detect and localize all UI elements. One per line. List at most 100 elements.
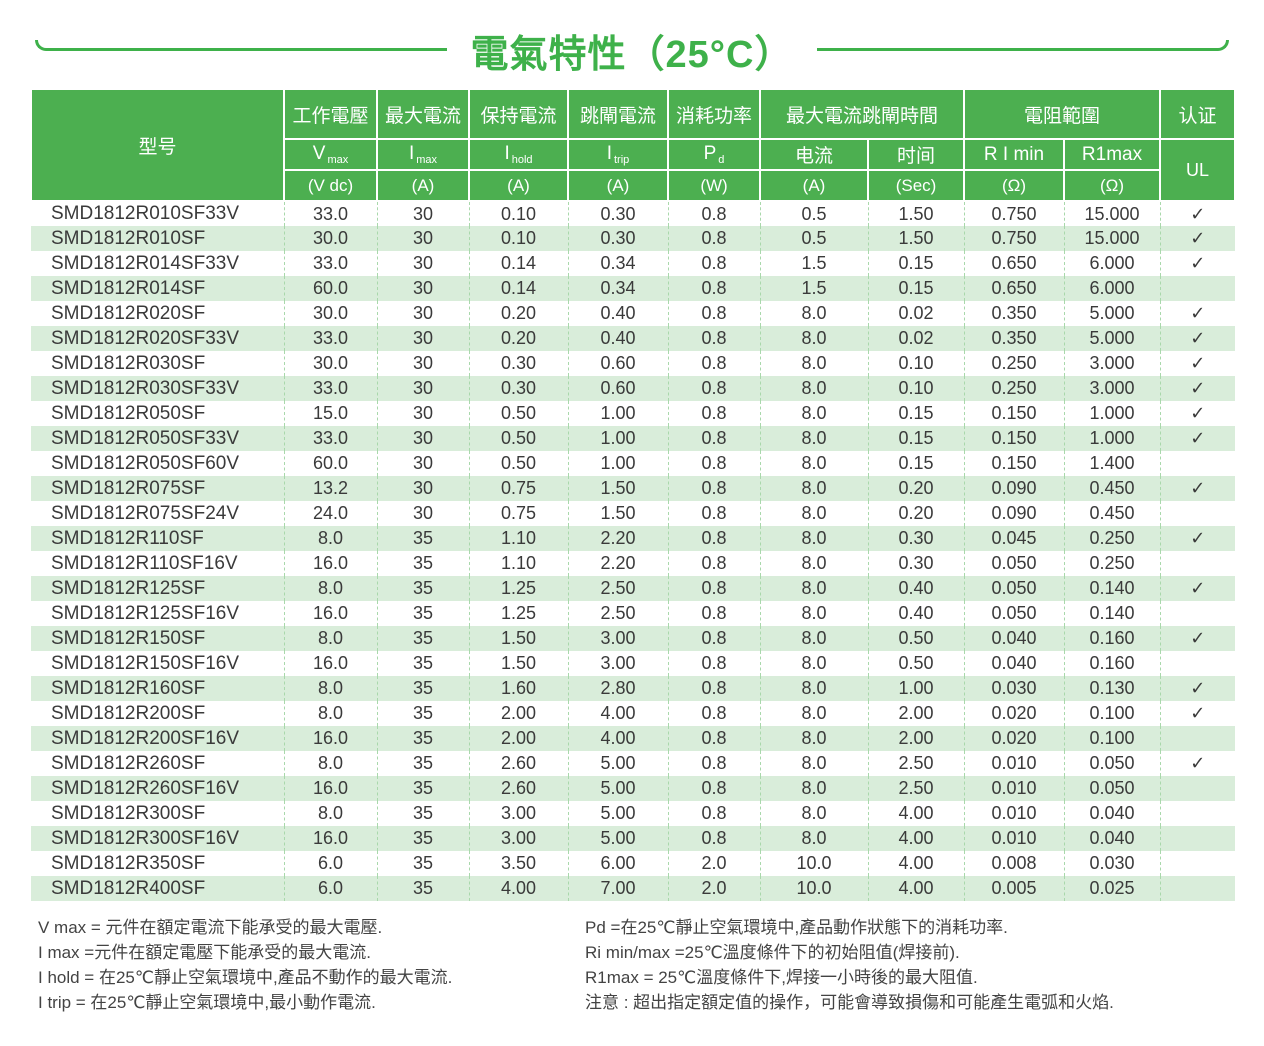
value-cell: 0.650 (963, 276, 1065, 301)
value-cell: 6.000 (1063, 276, 1161, 301)
value-cell: 8.0 (759, 376, 868, 401)
value-cell: 8.0 (283, 526, 377, 551)
value-cell: 1.00 (867, 676, 965, 701)
value-cell: 30 (376, 251, 469, 276)
value-cell: 35 (376, 601, 469, 626)
value-cell: 0.8 (667, 426, 760, 451)
table-row: SMD1812R075SF 13.2 30 0.75 1.50 0.8 8.0 0.20 0.0… (31, 476, 1236, 501)
value-cell: 60.0 (283, 451, 377, 476)
table-row: SMD1812R050SF 15.0 30 0.50 1.00 0.8 8.0 0.15 0.1… (31, 401, 1236, 426)
value-cell: 1.25 (468, 601, 568, 626)
col-group-trip-current: 跳閘電流 (567, 88, 669, 140)
value-cell: 2.0 (667, 876, 760, 901)
ul-certified-cell: ✓ (1159, 526, 1236, 551)
col-group-max-current-trip-time: 最大電流跳閘時間 (758, 88, 966, 140)
value-cell: 0.40 (567, 326, 668, 351)
value-cell: 0.8 (667, 576, 760, 601)
symbol-text: I (408, 142, 415, 164)
value-cell: 0.30 (468, 376, 568, 401)
value-cell: 0.050 (1063, 751, 1161, 776)
value-cell: 1.50 (468, 651, 568, 676)
value-cell: 8.0 (283, 626, 377, 651)
value-cell: 1.50 (567, 476, 668, 501)
value-cell: 0.160 (1063, 626, 1161, 651)
value-cell: 0.8 (667, 451, 760, 476)
value-cell: 8.0 (283, 676, 377, 701)
value-cell: 2.00 (468, 701, 568, 726)
note-line: I hold = 在25℃靜止空氣環境中,產品不動作的最大電流. (38, 968, 453, 987)
value-cell: 0.8 (667, 651, 760, 676)
table-row: SMD1812R050SF60V 60.0 30 0.50 1.00 0.8 8.0 0.15… (31, 451, 1236, 476)
value-cell: 35 (376, 776, 469, 801)
model-cell: SMD1812R020SF33V (51, 327, 239, 349)
value-cell: 1.400 (1063, 451, 1161, 476)
value-cell: 0.40 (567, 301, 668, 326)
col-group-max-current: 最大電流 (376, 88, 470, 140)
ul-certified-cell: ✓ (1159, 476, 1236, 501)
note-line: Ri min/max =25℃溫度條件下的初始阻值(焊接前). (585, 943, 960, 962)
ul-certified-cell: ✓ (1159, 626, 1236, 651)
value-cell: 30 (376, 301, 469, 326)
col-unit-ihold: (A) (468, 169, 569, 202)
value-cell: 35 (376, 826, 469, 851)
value-cell: 0.8 (667, 476, 760, 501)
value-cell: 0.140 (1063, 601, 1161, 626)
value-cell: 0.008 (963, 851, 1065, 876)
value-cell: 0.750 (963, 226, 1065, 251)
value-cell: 0.450 (1063, 476, 1161, 501)
value-cell: 8.0 (759, 476, 868, 501)
value-cell: 35 (376, 626, 469, 651)
value-cell: 0.040 (963, 626, 1065, 651)
model-cell: SMD1812R300SF16V (51, 827, 239, 849)
value-cell: 0.040 (1063, 801, 1161, 826)
value-cell: 8.0 (759, 351, 868, 376)
value-cell: 6.0 (283, 876, 377, 901)
col-symbol-ul: UL (1159, 138, 1237, 202)
value-cell: 35 (376, 526, 469, 551)
value-cell: 30 (376, 326, 469, 351)
symbol-text: R I min (983, 143, 1045, 165)
value-cell: 8.0 (759, 776, 868, 801)
value-cell: 15.0 (283, 401, 377, 426)
value-cell: 0.50 (468, 426, 568, 451)
value-cell: 30.0 (283, 351, 377, 376)
value-cell: 3.00 (567, 651, 668, 676)
value-cell: 2.50 (567, 576, 668, 601)
value-cell: 0.020 (963, 701, 1065, 726)
value-cell: 4.00 (867, 826, 965, 851)
value-cell: 1.00 (567, 426, 668, 451)
value-cell: 35 (376, 551, 469, 576)
value-cell: 5.00 (567, 801, 668, 826)
col-unit-imax: (A) (376, 169, 470, 202)
value-cell: 2.0 (667, 851, 760, 876)
value-cell: 6.0 (283, 851, 377, 876)
col-unit-vmax: (V dc) (283, 169, 378, 202)
value-cell: 16.0 (283, 726, 377, 751)
ul-certified-cell (1159, 826, 1236, 851)
value-cell: 30 (376, 351, 469, 376)
model-cell: SMD1812R300SF (51, 802, 206, 824)
table-row: SMD1812R200SF16V 16.0 35 2.00 4.00 0.8 8.0 2.00… (31, 726, 1236, 751)
value-cell: 30 (376, 276, 469, 301)
model-cell: SMD1812R200SF16V (51, 727, 239, 749)
value-cell: 1.00 (567, 451, 668, 476)
value-cell: 2.80 (567, 676, 668, 701)
value-cell: 0.15 (867, 451, 965, 476)
col-symbol-r1max: R1max (1063, 138, 1162, 171)
table-header: 型号 工作電壓 最大電流 保持電流 跳閘電流 消耗功率 最大電流跳閘時間 電阻範… (30, 88, 1237, 202)
value-cell: 0.250 (1063, 551, 1161, 576)
value-cell: 33.0 (283, 326, 377, 351)
col-unit-trip-current: (A) (759, 169, 869, 202)
table-row: SMD1812R010SF33V 33.0 30 0.10 0.30 0.8 0.5 1.50… (31, 201, 1236, 226)
value-cell: 8.0 (759, 651, 868, 676)
title-decoration-line-right (817, 39, 1230, 51)
value-cell: 33.0 (283, 201, 377, 226)
value-cell: 0.040 (963, 651, 1065, 676)
value-cell: 0.090 (963, 476, 1065, 501)
page-title: 電氣特性（25°C） (470, 33, 794, 76)
table-row: SMD1812R400SF 6.0 35 4.00 7.00 2.0 10.0 4.00 0.0… (31, 876, 1236, 901)
value-cell: 0.8 (667, 201, 760, 226)
value-cell: 33.0 (283, 426, 377, 451)
value-cell: 30 (376, 501, 469, 526)
value-cell: 0.34 (567, 251, 668, 276)
